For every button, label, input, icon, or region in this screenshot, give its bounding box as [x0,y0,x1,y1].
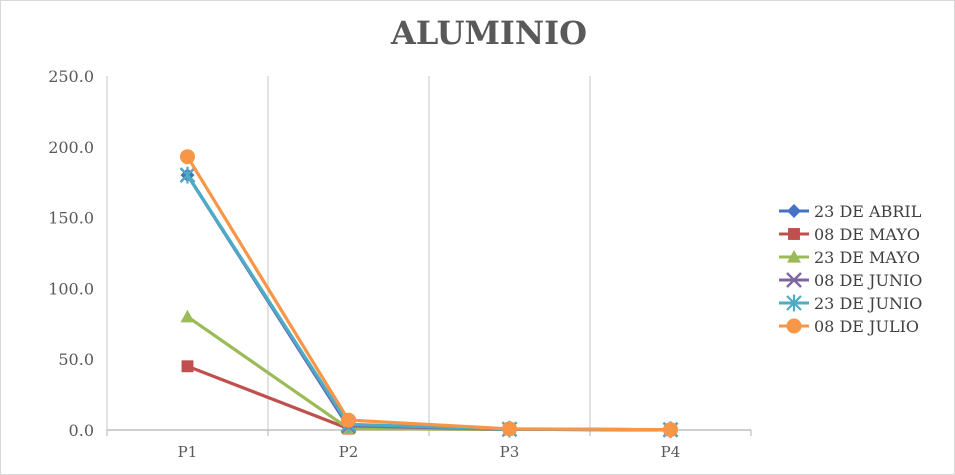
data-point [179,166,196,184]
axes: 0.0 50.0 100.0 150.0 200.0 250.0 P1 P2 P3 P4 [48,67,752,461]
legend-entry: 23 DE JUNIO [779,294,922,313]
data-point [786,318,802,334]
legend-entry: 23 DE MAYO [779,248,920,267]
data-point [788,228,800,240]
data-point [502,421,517,437]
legend: 23 DE ABRIL 08 DE MAYO 23 DE MAYO 08 DE JUN… [779,202,922,336]
data-point [180,309,195,323]
x-tick-label: P1 [178,443,198,461]
chart-title: ALUMINIO [390,14,587,52]
series-group [179,149,679,439]
series-line [186,155,671,432]
legend-entry: 08 DE JULIO [779,317,919,336]
marker-stroke [786,272,802,288]
y-tick-label: 250.0 [48,67,94,86]
y-tick-label: 50.0 [58,350,94,369]
data-point [180,149,195,165]
legend-entry: 08 DE JUNIO [779,271,922,290]
legend-label: 08 DE MAYO [814,225,920,244]
x-tick-label: P4 [661,443,681,461]
x-tick-label: P3 [500,443,520,461]
data-point [663,422,678,438]
legend-label: 08 DE JULIO [814,317,919,336]
data-point [181,360,194,373]
y-tick-label: 100.0 [48,279,94,298]
data-point [787,204,801,218]
y-tick-label: 150.0 [48,209,94,228]
data-point [341,412,356,428]
x-tick-label: P2 [339,443,359,461]
legend-entry: 08 DE MAYO [779,225,920,244]
y-tick-label: 0.0 [69,421,94,440]
legend-label: 23 DE ABRIL [814,202,922,221]
data-point [786,294,802,312]
legend-label: 23 DE JUNIO [814,294,922,313]
data-point [787,250,801,263]
legend-entry: 23 DE ABRIL [779,202,922,221]
legend-label: 08 DE JUNIO [814,271,922,290]
legend-label: 23 DE MAYO [814,248,920,267]
y-tick-label: 200.0 [48,138,94,157]
series-6 [180,149,678,438]
data-point [786,272,802,288]
